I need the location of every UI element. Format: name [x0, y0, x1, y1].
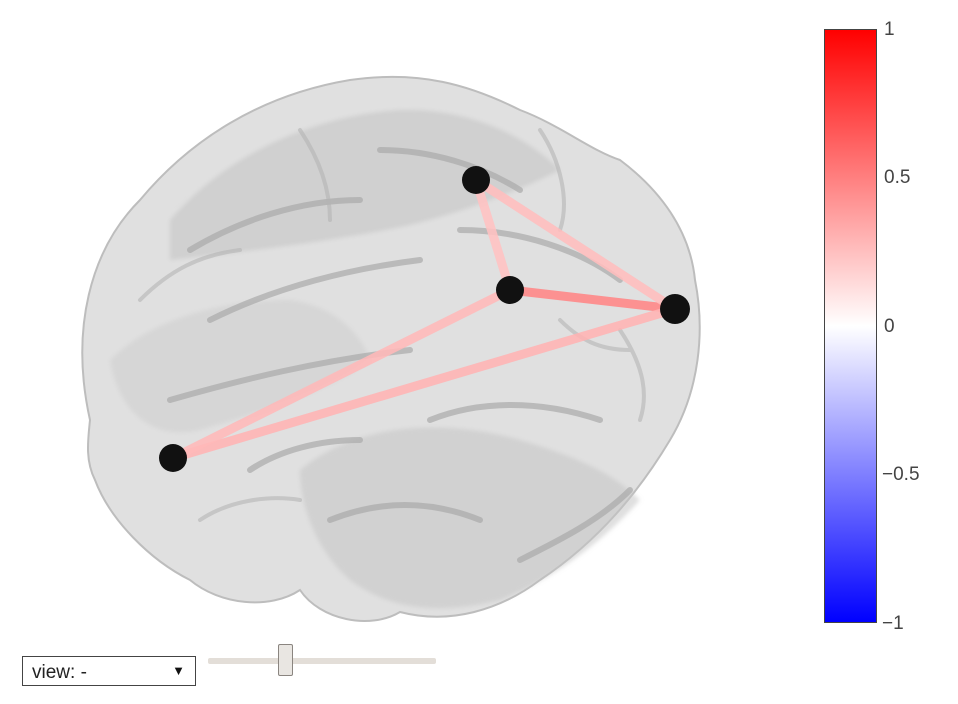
colorbar-tick-label: −0.5	[882, 464, 920, 485]
slider-thumb[interactable]	[277, 644, 293, 676]
colorbar-tick-label: −1	[882, 613, 904, 634]
brain-lobe-shade	[170, 109, 560, 260]
view-select-label: view: -	[32, 662, 87, 683]
colorbar-gradient	[824, 29, 877, 623]
connection-edge	[505, 285, 680, 314]
connection-edge	[471, 175, 680, 314]
colorbar-tick-label: 0	[884, 316, 895, 337]
connection-edge	[168, 304, 680, 463]
connection-node	[462, 166, 490, 194]
threshold-slider[interactable]	[208, 644, 436, 686]
connection-edge	[471, 175, 515, 295]
colorbar-tick-label: 1	[884, 19, 895, 40]
connection-node	[159, 444, 187, 472]
brain-sulcus	[167, 147, 633, 563]
brain-sulcus	[138, 128, 646, 522]
connection-nodes	[159, 166, 690, 472]
connection-node	[660, 294, 690, 324]
connection-node	[496, 276, 524, 304]
chevron-down-icon: ▼	[172, 663, 185, 678]
colorbar-tick-label: 0.5	[884, 167, 911, 188]
slider-track	[208, 658, 436, 664]
plot-controls: view: - ▼	[22, 644, 442, 692]
colorbar: 1 0.5 0 −0.5 −1	[820, 20, 958, 638]
brain-connectome-plot[interactable]	[0, 0, 800, 640]
connection-edges	[168, 175, 680, 463]
connection-edge	[168, 285, 515, 463]
view-select[interactable]: view: - ▼	[22, 656, 196, 686]
